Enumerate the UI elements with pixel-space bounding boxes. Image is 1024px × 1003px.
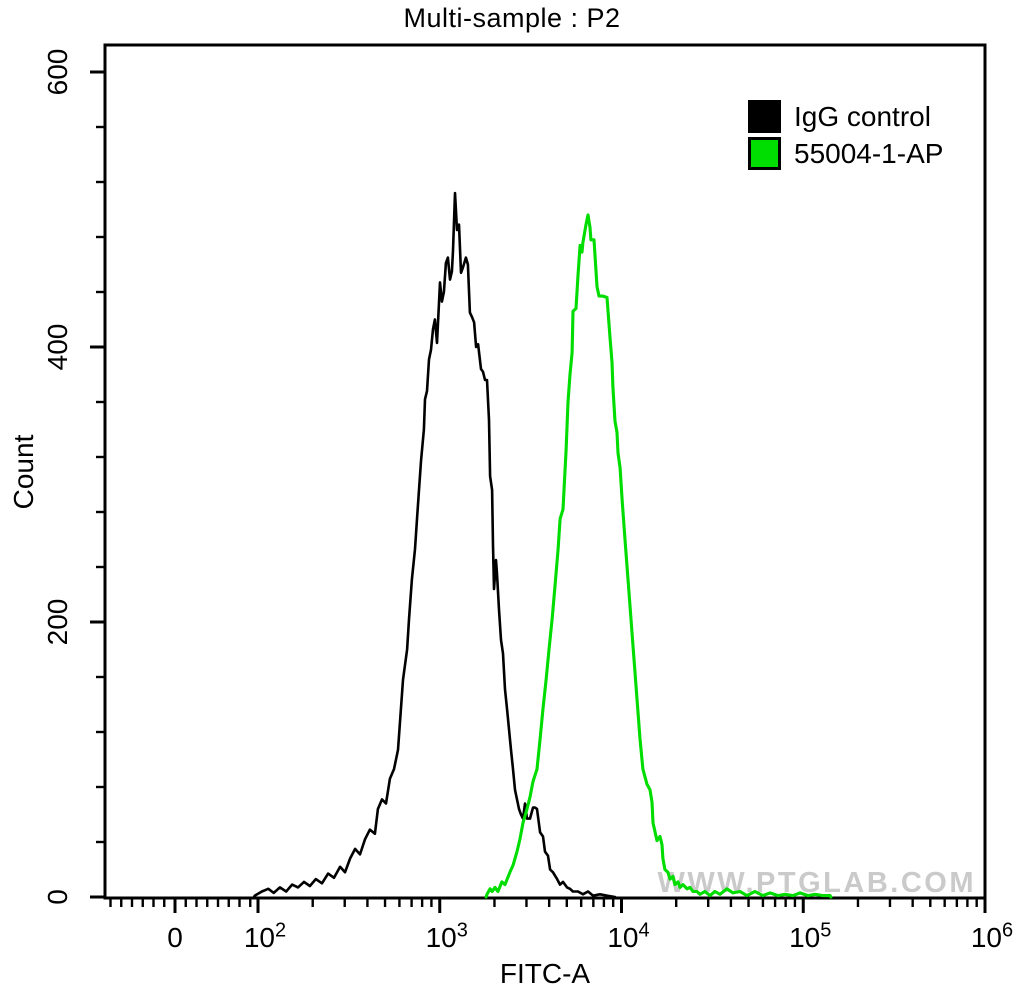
legend-swatch-igg-control xyxy=(748,100,781,133)
x-tick-label: 106 xyxy=(970,919,1014,953)
x-tick-label: 0 xyxy=(167,922,183,953)
legend-swatch-55004-1-ap xyxy=(748,137,781,170)
y-tick-label: 400 xyxy=(42,323,73,371)
legend-label-igg-control: IgG control xyxy=(794,100,931,132)
x-tick-label: 103 xyxy=(425,919,468,953)
legend: IgG control 55004-1-AP xyxy=(748,100,943,170)
y-tick-label: 200 xyxy=(42,598,73,646)
y-tick-label: 0 xyxy=(42,889,73,905)
legend-item-igg-control: IgG control xyxy=(748,100,943,133)
legend-item-55004-1-ap: 55004-1-AP xyxy=(748,137,943,170)
y-axis-title: Count xyxy=(8,434,39,510)
chart-title: Multi-sample : P2 xyxy=(403,3,621,33)
x-axis-title: FITC-A xyxy=(499,958,591,989)
x-tick-label: 105 xyxy=(789,919,832,953)
histogram-curve-igg-control xyxy=(252,191,617,899)
legend-label-55004-1-ap: 55004-1-AP xyxy=(794,137,944,169)
y-axis-ticks xyxy=(90,70,105,899)
plot-border xyxy=(103,43,987,900)
y-tick-label: 600 xyxy=(42,48,73,96)
histogram-curve-55004-1-ap xyxy=(484,213,833,899)
x-tick-label: 102 xyxy=(243,919,287,953)
x-tick-label: 104 xyxy=(607,919,650,953)
x-axis-ticks xyxy=(109,898,987,913)
